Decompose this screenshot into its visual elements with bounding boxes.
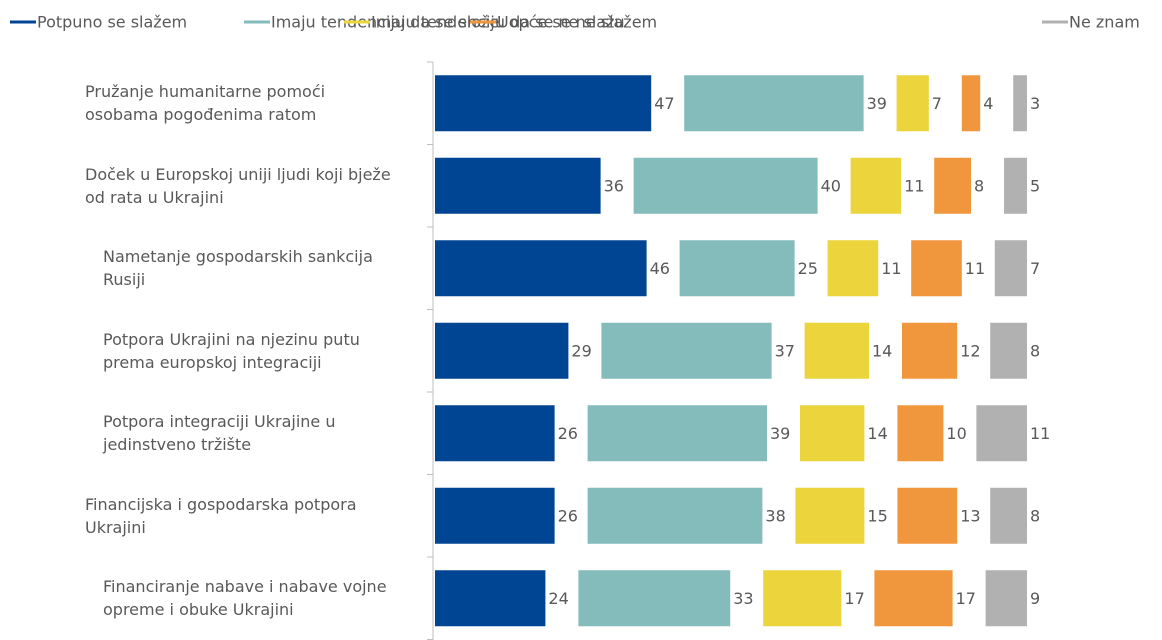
bar-segment	[850, 157, 902, 214]
bar-segment	[435, 405, 555, 462]
bar-segment	[934, 157, 971, 214]
value-label: 14	[867, 424, 887, 443]
bar-segment	[587, 487, 763, 544]
value-label: 25	[798, 259, 818, 278]
category-label: Potpora Ukrajini na njezinu putu prema e…	[103, 329, 360, 372]
value-label: 13	[960, 506, 980, 525]
bar-segment	[1013, 75, 1027, 132]
bar-segment	[795, 487, 865, 544]
value-label: 26	[558, 424, 578, 443]
value-label: 11	[881, 259, 901, 278]
value-label: 14	[872, 341, 892, 360]
bar-segment	[897, 487, 958, 544]
bar-segment	[800, 405, 865, 462]
bar-segment	[435, 322, 569, 379]
value-label: 10	[946, 424, 966, 443]
value-label: 5	[1030, 176, 1040, 195]
bar-segment	[911, 240, 962, 297]
value-label: 17	[844, 589, 864, 608]
value-label: 39	[867, 94, 887, 113]
bar-segment	[601, 322, 772, 379]
bar-segment	[587, 405, 767, 462]
bar-segment	[633, 157, 818, 214]
category-label: Nametanje gospodarskih sankcija Rusiji	[103, 247, 373, 290]
category-label: Potpora integraciji Ukrajine u jedinstve…	[103, 412, 336, 455]
value-label: 39	[770, 424, 790, 443]
category-label: Financiranje nabave i nabave vojne oprem…	[103, 577, 387, 620]
bar-segment	[679, 240, 795, 297]
value-label: 46	[650, 259, 670, 278]
value-label: 3	[1030, 94, 1040, 113]
legend-label: Ne znam	[1069, 13, 1140, 32]
bar-segment	[976, 405, 1027, 462]
bar-segment	[902, 322, 958, 379]
value-label: 11	[1030, 424, 1050, 443]
category-label: Pružanje humanitarne pomoći osobama pogo…	[85, 82, 326, 125]
value-label: 4	[983, 94, 993, 113]
value-label: 11	[965, 259, 985, 278]
bar-segment	[896, 75, 929, 132]
legend-label: Imaju tendenciju da se slože	[271, 13, 499, 32]
value-label: 33	[733, 589, 753, 608]
bar-segment	[1004, 157, 1027, 214]
value-label: 24	[548, 589, 568, 608]
value-label: 17	[956, 589, 976, 608]
legend-label: Potpuno se slažem	[37, 13, 187, 32]
bar-segment	[961, 75, 981, 132]
value-label: 37	[775, 341, 795, 360]
bar-segment	[578, 570, 731, 627]
value-label: 29	[571, 341, 591, 360]
category-label: Financijska i gospodarska potpora Ukraji…	[85, 494, 357, 537]
value-label: 15	[867, 506, 887, 525]
value-label: 47	[654, 94, 674, 113]
value-label: 11	[904, 176, 924, 195]
value-label: 38	[765, 506, 785, 525]
bar-segment	[874, 570, 953, 627]
bar-segment	[804, 322, 869, 379]
bar-segment	[990, 322, 1027, 379]
value-label: 8	[974, 176, 984, 195]
bar-segment	[435, 75, 652, 132]
value-label: 9	[1030, 589, 1040, 608]
bar-segment	[985, 570, 1027, 627]
value-label: 26	[558, 506, 578, 525]
bar-segment	[684, 75, 864, 132]
value-label: 40	[821, 176, 841, 195]
legend-label: Uopće se ne slažem	[497, 13, 657, 32]
bar-segment	[827, 240, 879, 297]
bar-segment	[435, 570, 546, 627]
value-label: 12	[960, 341, 980, 360]
bar-segment	[897, 405, 944, 462]
value-label: 8	[1030, 506, 1040, 525]
value-label: 7	[1030, 259, 1040, 278]
bar-segment	[435, 240, 647, 297]
bar-segment	[435, 487, 555, 544]
value-label: 8	[1030, 341, 1040, 360]
bar-segment	[994, 240, 1027, 297]
category-label: Doček u Europskoj uniji ljudi koji bježe…	[85, 164, 391, 207]
legend-label: Imaju tendenciju da se ne slažu	[371, 13, 625, 32]
value-label: 7	[932, 94, 942, 113]
bar-segment	[763, 570, 842, 627]
bar-segment	[435, 157, 601, 214]
bar-segment	[990, 487, 1027, 544]
value-label: 36	[604, 176, 624, 195]
